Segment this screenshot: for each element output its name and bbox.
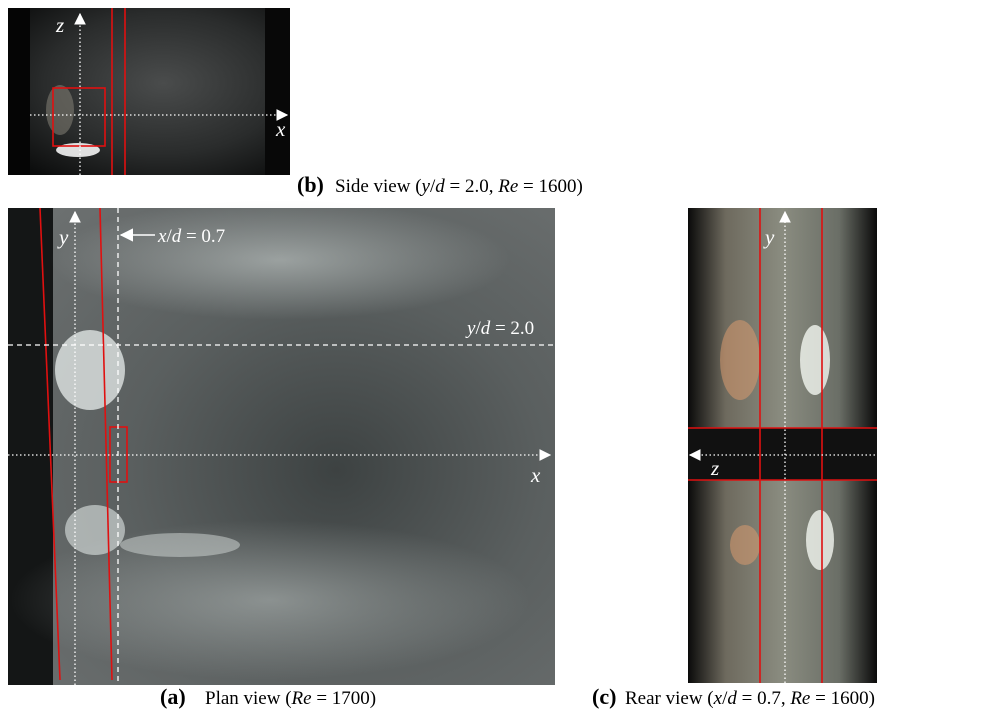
caption: Side view (y/d = 2.0, Re = 1600) <box>335 176 583 197</box>
panel-label: (c) <box>592 684 616 709</box>
text-run: d <box>435 176 445 197</box>
text-run: = 2.0 <box>490 318 534 339</box>
panel-c: y z <box>688 208 877 683</box>
axis-label: x <box>275 117 286 141</box>
text-run: Re <box>497 176 518 197</box>
text-run: = 1600) <box>810 688 875 709</box>
text-run: Plan view ( <box>205 688 292 709</box>
caption: Plan view (Re = 1700) <box>205 688 376 709</box>
panel-label: (a) <box>160 684 186 709</box>
figure: z x (b) Side view (y/d = 2.0, Re = 1600)… <box>0 0 990 718</box>
text-run: Rear view ( <box>625 688 714 709</box>
text-run: = 0.7 <box>181 226 225 247</box>
text-run: y <box>420 176 431 197</box>
text-run: = 2.0, <box>445 176 498 197</box>
axis-label: x <box>530 463 541 487</box>
photo <box>8 8 290 175</box>
annotation: y/d = 2.0 <box>465 318 534 339</box>
text-run: d <box>172 226 182 247</box>
text-run: Re <box>291 688 312 709</box>
annotation: x/d = 0.7 <box>157 226 225 247</box>
text-run: d <box>727 688 737 709</box>
text-run: = 0.7, <box>737 688 790 709</box>
caption: Rear view (x/d = 0.7, Re = 1600) <box>625 688 875 709</box>
axis-label: y <box>763 225 775 249</box>
text-run: = 1700) <box>312 688 377 709</box>
text-run: d <box>481 318 491 339</box>
panel-a: y x x/d = 0.7 y/d = 2.0 <box>8 200 555 685</box>
panel-b: z x <box>8 8 290 175</box>
axis-label: z <box>710 456 719 480</box>
text-run: Re <box>789 688 810 709</box>
panel-label: (b) <box>297 172 324 197</box>
text-run: = 1600) <box>518 176 583 197</box>
axis-label: y <box>57 225 69 249</box>
axis-label: z <box>55 13 64 37</box>
text-run: Side view ( <box>335 176 422 197</box>
text-run: y <box>465 318 476 339</box>
